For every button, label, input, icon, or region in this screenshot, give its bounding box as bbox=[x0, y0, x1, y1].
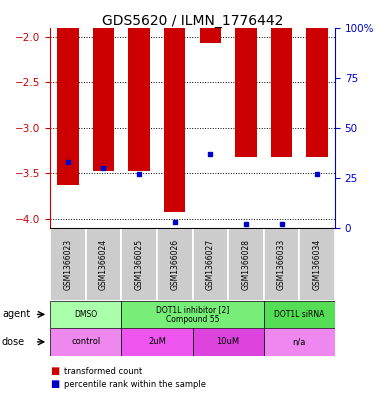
Bar bbox=[228, 228, 264, 301]
Bar bbox=[264, 328, 335, 356]
Bar bbox=[199, 28, 221, 43]
Text: n/a: n/a bbox=[293, 338, 306, 346]
Bar bbox=[128, 28, 150, 171]
Bar bbox=[85, 228, 121, 301]
Text: DOT1L inhibitor [2]
Compound 55: DOT1L inhibitor [2] Compound 55 bbox=[156, 305, 229, 324]
Bar bbox=[264, 301, 335, 328]
Bar bbox=[264, 228, 300, 301]
Text: DOT1L siRNA: DOT1L siRNA bbox=[274, 310, 325, 319]
Bar bbox=[157, 228, 192, 301]
Bar bbox=[271, 28, 292, 157]
Text: control: control bbox=[71, 338, 100, 346]
Text: GSM1366026: GSM1366026 bbox=[170, 239, 179, 290]
Bar bbox=[164, 28, 186, 211]
Bar bbox=[192, 328, 264, 356]
Text: dose: dose bbox=[2, 337, 25, 347]
Text: 2uM: 2uM bbox=[148, 338, 166, 346]
Text: ■: ■ bbox=[50, 379, 59, 389]
Text: GSM1366034: GSM1366034 bbox=[313, 239, 321, 290]
Bar bbox=[50, 228, 85, 301]
Text: percentile rank within the sample: percentile rank within the sample bbox=[64, 380, 206, 389]
Text: 10uM: 10uM bbox=[216, 338, 240, 346]
Bar bbox=[192, 228, 228, 301]
Bar bbox=[57, 28, 79, 185]
Text: DMSO: DMSO bbox=[74, 310, 97, 319]
Text: GSM1366025: GSM1366025 bbox=[135, 239, 144, 290]
Text: GSM1366028: GSM1366028 bbox=[241, 239, 250, 290]
Bar bbox=[121, 328, 192, 356]
Bar bbox=[121, 301, 264, 328]
Text: GSM1366027: GSM1366027 bbox=[206, 239, 215, 290]
Text: GDS5620 / ILMN_1776442: GDS5620 / ILMN_1776442 bbox=[102, 14, 283, 28]
Text: transformed count: transformed count bbox=[64, 367, 142, 376]
Bar bbox=[235, 28, 257, 157]
Text: GSM1366023: GSM1366023 bbox=[64, 239, 72, 290]
Text: ■: ■ bbox=[50, 366, 59, 376]
Bar bbox=[121, 228, 157, 301]
Text: GSM1366033: GSM1366033 bbox=[277, 239, 286, 290]
Text: agent: agent bbox=[2, 309, 30, 320]
Bar bbox=[300, 228, 335, 301]
Bar bbox=[50, 301, 121, 328]
Bar bbox=[50, 328, 121, 356]
Bar bbox=[93, 28, 114, 171]
Bar bbox=[306, 28, 328, 157]
Text: GSM1366024: GSM1366024 bbox=[99, 239, 108, 290]
